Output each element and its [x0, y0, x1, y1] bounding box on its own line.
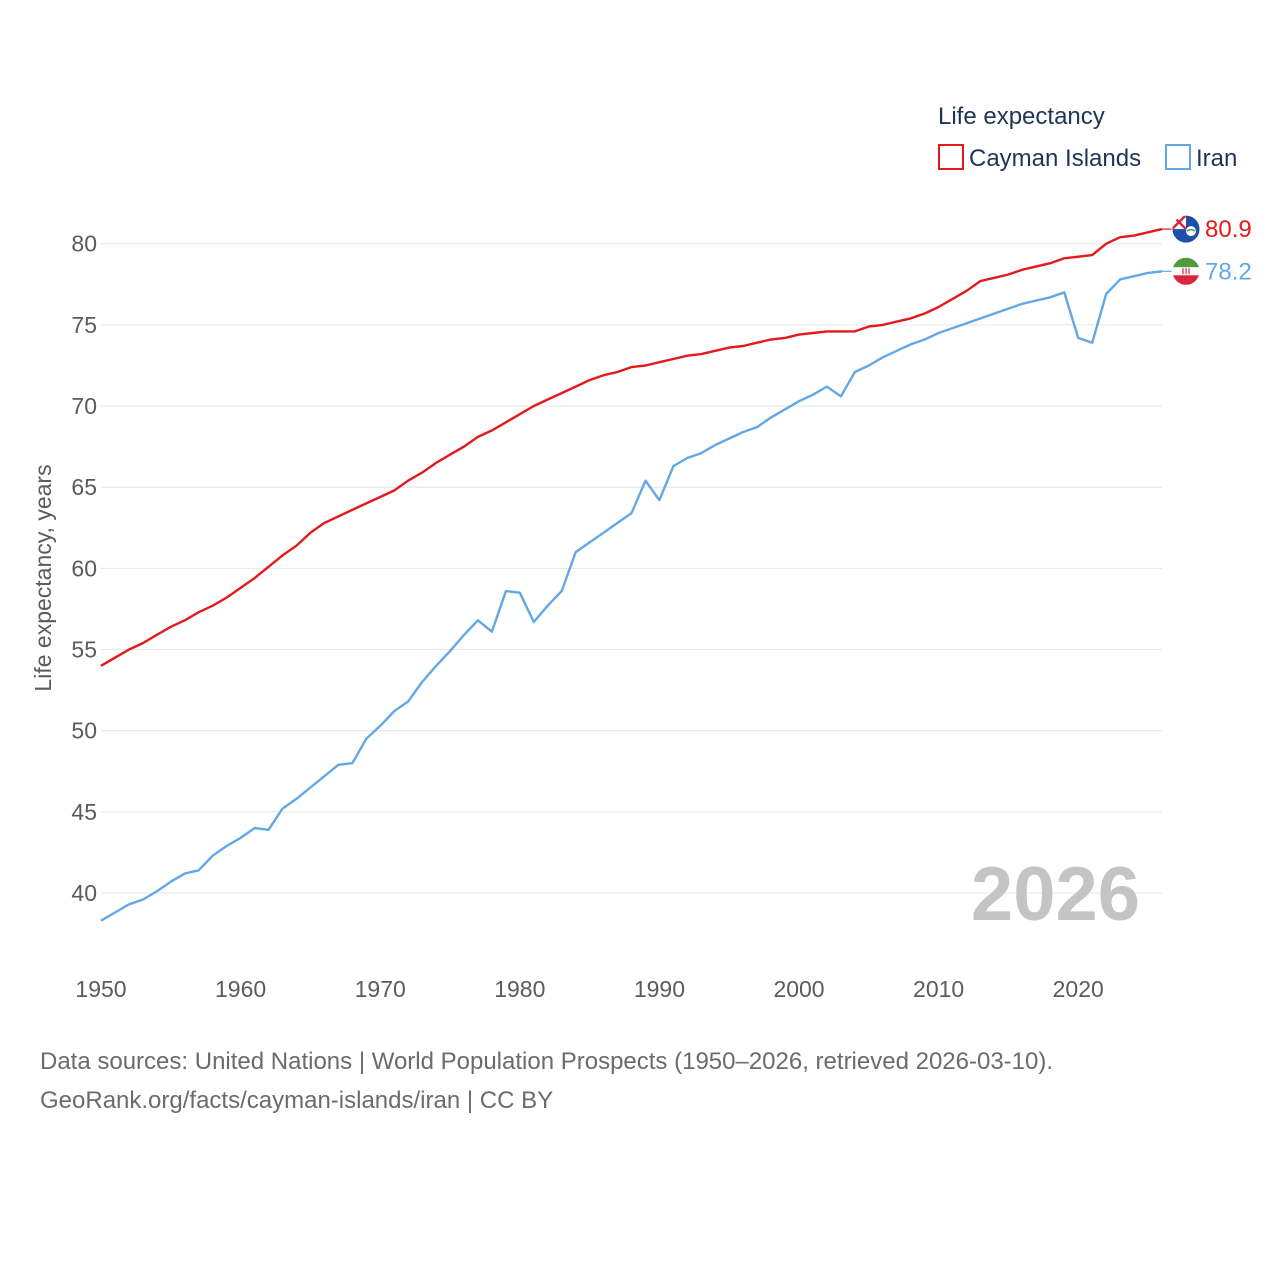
y-tick-label: 60 [71, 555, 97, 581]
y-tick-label: 55 [71, 637, 97, 663]
x-tick-label: 2000 [773, 976, 824, 1002]
legend-swatch-cayman-islands [938, 144, 964, 170]
current-year-label: 2026 [971, 852, 1140, 937]
x-tick-label: 1980 [494, 976, 545, 1002]
y-axis-ticks: 40 45 50 55 60 65 70 75 80 [71, 231, 97, 906]
life-expectancy-chart: 40 45 50 55 60 65 70 75 80 1950 1960 1970 1980 1990 2… [30, 103, 1252, 1002]
legend-item-cayman-islands[interactable]: Cayman Islands [938, 144, 1141, 172]
x-tick-label: 1970 [355, 976, 406, 1002]
grid-lines [101, 243, 1162, 894]
x-tick-label: 1990 [634, 976, 685, 1002]
x-tick-label: 2020 [1053, 976, 1104, 1002]
y-tick-label: 45 [71, 799, 97, 825]
series-lines [100, 227, 1163, 922]
end-value-label-cayman-islands: 80.9 [1205, 216, 1252, 243]
x-axis-ticks: 1950 1960 1970 1980 1990 2000 2010 2020 [75, 976, 1103, 1002]
y-tick-label: 50 [71, 718, 97, 744]
source-url-line: GeoRank.org/facts/cayman-islands/iran | … [40, 1087, 554, 1114]
data-source-footer: Data sources: United Nations | World Pop… [40, 1042, 1260, 1120]
legend-label-cayman-islands: Cayman Islands [969, 145, 1141, 172]
y-tick-label: 80 [71, 231, 97, 257]
legend: Life expectancy Cayman Islands Iran [938, 103, 1237, 172]
y-tick-label: 65 [71, 474, 97, 500]
legend-title: Life expectancy [938, 103, 1105, 130]
legend-label-iran: Iran [1196, 145, 1237, 172]
end-labels: 80.9 78.2 [1162, 214, 1252, 286]
source-line: Data sources: United Nations | World Pop… [40, 1048, 1054, 1075]
cayman-islands-flag-icon [1171, 214, 1201, 244]
legend-swatch-iran [1165, 144, 1191, 170]
legend-item-iran[interactable]: Iran [1165, 144, 1237, 172]
series-line-iran[interactable] [100, 270, 1163, 922]
end-value-label-iran: 78.2 [1205, 258, 1252, 285]
y-tick-label: 70 [71, 393, 97, 419]
x-tick-label: 1950 [75, 976, 126, 1002]
x-tick-label: 2010 [913, 976, 964, 1002]
series-line-cayman-islands[interactable] [100, 227, 1163, 667]
y-axis-label: Life expectancy, years [30, 464, 56, 691]
y-tick-label: 40 [71, 880, 97, 906]
x-tick-label: 1960 [215, 976, 266, 1002]
y-tick-label: 75 [71, 312, 97, 338]
iran-flag-icon [1171, 256, 1201, 286]
